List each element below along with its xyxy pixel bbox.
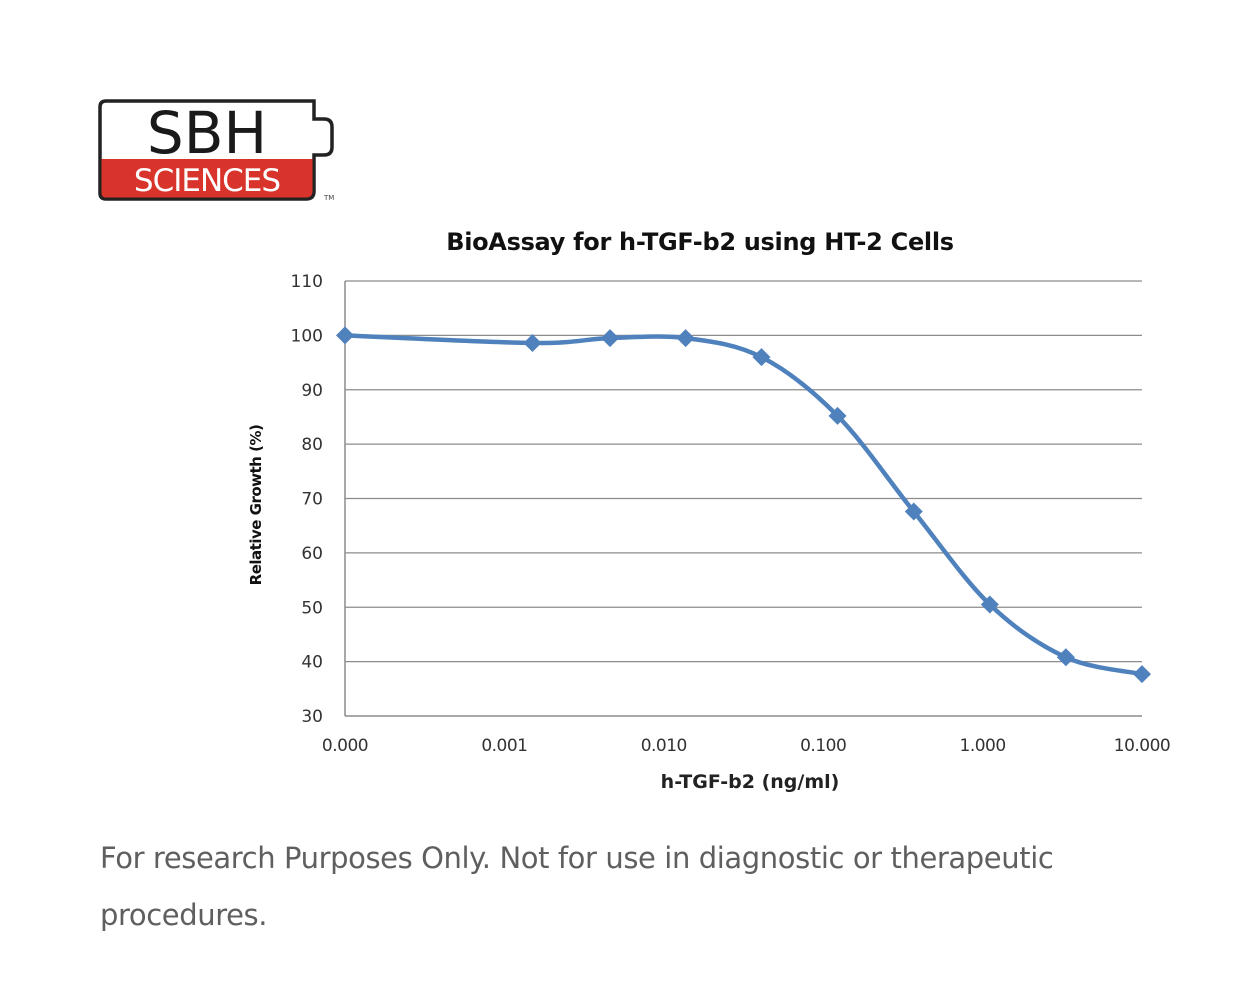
y-tick-label: 70 <box>301 490 323 510</box>
y-tick-label: 60 <box>301 544 323 564</box>
x-axis-label: h-TGF-b2 (ng/ml) <box>660 771 840 793</box>
logo-sbh-text: SBH <box>147 99 267 167</box>
x-tick-label: 10.000 <box>1114 736 1170 756</box>
diamond-marker <box>676 329 695 348</box>
y-tick-label: 40 <box>301 653 323 673</box>
y-tick-label: 50 <box>301 598 323 618</box>
diamond-marker <box>1056 648 1075 667</box>
diamond-marker <box>1133 665 1151 684</box>
diamond-marker <box>601 329 620 348</box>
y-tick-label: 110 <box>291 272 323 292</box>
x-tick-label: 0.001 <box>481 736 527 756</box>
x-tick-label: 0.010 <box>641 736 687 756</box>
diamond-marker <box>904 502 923 521</box>
diamond-marker <box>980 595 999 614</box>
x-tick-label: 1.000 <box>960 736 1006 756</box>
y-tick-label: 90 <box>301 381 323 401</box>
logo-trademark: TM <box>323 194 334 202</box>
chart-title: BioAssay for h-TGF-b2 using HT-2 Cells <box>446 228 954 256</box>
plot-area: 30 40 50 60 70 80 90 100 110 0.000 0.001 0.010 0.100… <box>291 272 1171 756</box>
series-line <box>342 333 1145 677</box>
research-disclaimer: For research Purposes Only. Not for use … <box>100 841 1054 932</box>
y-tick-label: 80 <box>301 435 323 455</box>
y-tick-label: 30 <box>301 707 323 727</box>
logo-graphic: SBH SCIENCES TM <box>98 99 334 202</box>
logo-sciences-text: SCIENCES <box>134 163 280 199</box>
bioassay-chart: BioAssay for h-TGF-b2 using HT-2 Cells R… <box>247 228 1171 793</box>
diamond-marker <box>828 406 847 425</box>
diamond-marker <box>336 326 354 345</box>
diamond-marker <box>523 333 542 352</box>
x-tick-label: 0.100 <box>800 736 846 756</box>
x-tick-label: 0.000 <box>322 736 368 756</box>
y-tick-label: 100 <box>291 326 323 346</box>
diamond-marker <box>752 348 771 367</box>
sbh-sciences-logo: SBH SCIENCES TM <box>98 99 338 203</box>
